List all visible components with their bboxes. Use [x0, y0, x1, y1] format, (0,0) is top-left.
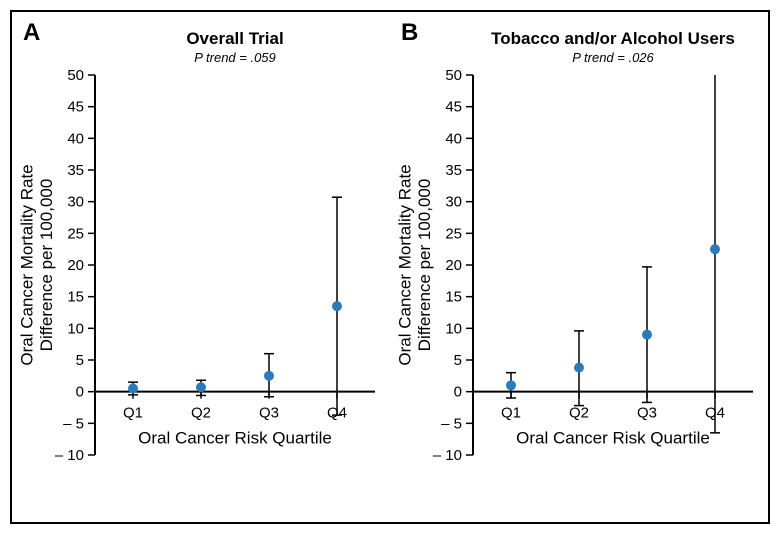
y-tick-label: – 10 [55, 447, 84, 464]
y-tick-label: 25 [445, 225, 462, 242]
p-trend-text: P trend = .059 [194, 50, 276, 65]
panel-letter: B [401, 19, 418, 46]
x-tick-label: Q3 [637, 405, 657, 422]
y-axis-label: Oral Cancer Mortality RateDifference per… [395, 164, 434, 365]
y-tick-label: 10 [445, 320, 462, 337]
y-tick-label: 15 [67, 289, 84, 306]
y-tick-label: 30 [445, 194, 462, 211]
data-point [128, 384, 138, 394]
y-tick-label: – 5 [441, 415, 462, 432]
y-tick-label: 35 [445, 162, 462, 179]
y-tick-label: 35 [67, 162, 84, 179]
y-tick-label: – 5 [63, 415, 84, 432]
data-point [574, 363, 584, 373]
x-axis-label: Oral Cancer Risk Quartile [516, 429, 710, 448]
y-tick-label: 5 [76, 352, 84, 369]
svg-text:Oral Cancer Mortality RateDiff: Oral Cancer Mortality RateDifference per… [17, 164, 56, 365]
y-tick-label: 40 [445, 130, 462, 147]
data-point [332, 301, 342, 311]
y-tick-label: – 10 [433, 447, 462, 464]
y-tick-label: 30 [67, 194, 84, 211]
panel-title: Tobacco and/or Alcohol Users [491, 29, 735, 48]
y-tick-label: 0 [76, 384, 84, 401]
x-tick-label: Q1 [501, 405, 521, 422]
y-tick-label: 5 [454, 352, 462, 369]
panel-letter: A [23, 19, 40, 46]
panel-a: A Overall Trial P trend = .059 – 10 – 5 0 5 10 1… [15, 0, 390, 534]
y-tick-label: 15 [445, 289, 462, 306]
y-tick-label: 20 [445, 257, 462, 274]
data-point [264, 371, 274, 381]
y-axis-label: Oral Cancer Mortality RateDifference per… [17, 164, 56, 365]
x-axis-label: Oral Cancer Risk Quartile [138, 429, 332, 448]
data-point [710, 244, 720, 254]
x-tick-label: Q3 [259, 405, 279, 422]
y-tick-label: 50 [445, 67, 462, 84]
x-tick-label: Q2 [569, 405, 589, 422]
figure-root: A Overall Trial P trend = .059 – 10 – 5 0 5 10 1… [0, 0, 780, 534]
x-tick-label: Q1 [123, 405, 143, 422]
y-tick-label: 25 [67, 225, 84, 242]
p-trend-text: P trend = .026 [572, 50, 654, 65]
y-tick-label: 45 [445, 99, 462, 116]
y-tick-label: 45 [67, 99, 84, 116]
y-tick-label: 40 [67, 130, 84, 147]
svg-text:Oral Cancer Mortality RateDiff: Oral Cancer Mortality RateDifference per… [395, 164, 434, 365]
panel-title: Overall Trial [186, 29, 283, 48]
y-tick-label: 20 [67, 257, 84, 274]
x-tick-label: Q2 [191, 405, 211, 422]
data-point [506, 380, 516, 390]
y-tick-label: 0 [454, 384, 462, 401]
panel-b: B Tobacco and/or Alcohol Users P trend = .… [393, 0, 768, 534]
data-point [642, 330, 652, 340]
y-tick-label: 50 [67, 67, 84, 84]
data-point [196, 382, 206, 392]
y-tick-label: 10 [67, 320, 84, 337]
